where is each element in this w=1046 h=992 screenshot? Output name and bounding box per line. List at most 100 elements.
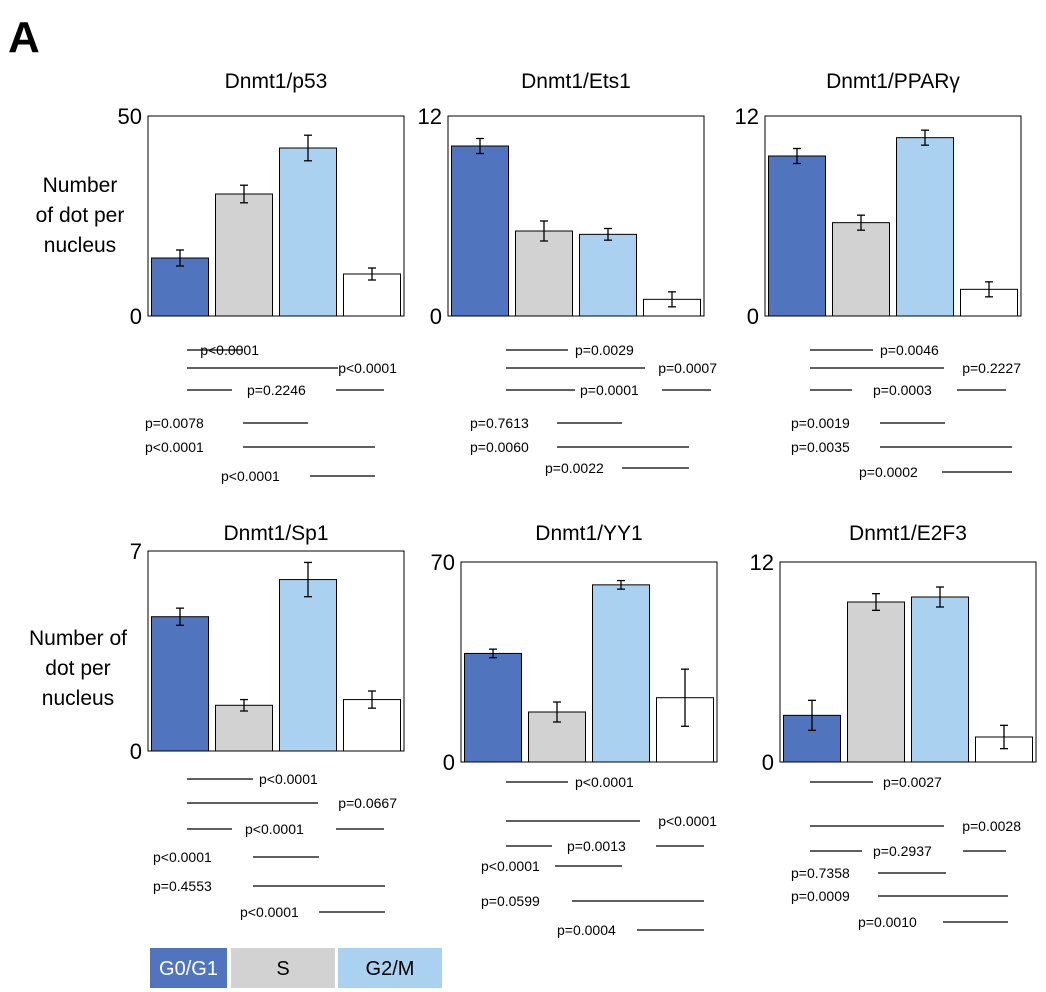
p-value-label: p=0.0035 <box>791 439 850 455</box>
bar-g2m <box>279 147 337 317</box>
y-axis-label-top-line1: Number <box>43 174 118 197</box>
y-tick-label: 7 <box>130 539 142 564</box>
legend-swatch-s <box>231 948 335 988</box>
p-value-label: p=0.7613 <box>470 415 529 431</box>
charts: Dnmt1/p53 0 50 p<0.0001 p<0.0001 p=0.2246 p=0.… <box>118 70 1037 938</box>
bar-s <box>215 193 273 317</box>
y-tick-label: 12 <box>750 550 774 575</box>
y-tick-label: 50 <box>118 104 142 129</box>
y-axis-label-bottom-line1: Number of <box>29 627 127 650</box>
plot-frame <box>147 115 405 317</box>
p-value-label: p=0.0078 <box>145 415 204 431</box>
p-value-label: p<0.0001 <box>245 821 304 837</box>
chart-title: Dnmt1/Sp1 <box>223 522 328 545</box>
bar-s <box>832 222 890 317</box>
plot-frame <box>779 561 1037 763</box>
p-value-label: p=0.0022 <box>545 460 604 476</box>
y-axis-label-top: Number of dot per nucleus <box>36 174 125 257</box>
p-value-label: p=0.0009 <box>791 888 850 904</box>
bar-g0g1 <box>464 652 522 763</box>
p-value-label: p<0.0001 <box>575 774 634 790</box>
bar-g0g1 <box>768 155 826 317</box>
bar-g2m <box>579 233 637 317</box>
p-value-label: p<0.0001 <box>259 771 318 787</box>
p-value-label: p=0.0010 <box>858 914 917 930</box>
p-value-label: p=0.0667 <box>338 795 397 811</box>
chart-panel-6: Dnmt1/E2F3 0 12 p=0.0027 p=0.0028 p=0.2937 p=0… <box>750 522 1037 930</box>
bar-s <box>847 601 905 763</box>
chart-title: Dnmt1/YY1 <box>535 522 642 545</box>
p-value-label: p=0.0046 <box>880 342 939 358</box>
y-tick-label: 12 <box>735 104 759 129</box>
p-value-label: p=0.0013 <box>567 838 626 854</box>
p-value-label: p=0.0029 <box>575 342 634 358</box>
y-axis-label-bottom-line3: nucleus <box>42 687 114 710</box>
plot-frame <box>447 115 705 317</box>
p-value-label: p=0.0027 <box>883 774 942 790</box>
bar-g2m <box>896 137 954 317</box>
p-value-label: p<0.0001 <box>153 849 212 865</box>
p-value-label: p<0.0001 <box>338 360 397 376</box>
plot-frame <box>460 561 718 763</box>
bar-g2m <box>911 596 969 763</box>
y-tick-label: 0 <box>443 750 455 775</box>
p-value-label: p<0.0001 <box>658 813 717 829</box>
y-axis-label-top-line3: nucleus <box>44 234 116 257</box>
y-axis-label-bottom: Number of dot per nucleus <box>29 627 127 710</box>
plot-frame <box>764 115 1022 317</box>
p-value-label: p=0.0004 <box>557 922 616 938</box>
bar-g0g1 <box>151 257 209 317</box>
p-value-label: p<0.0001 <box>481 858 540 874</box>
p-value-label: p=0.4553 <box>153 878 212 894</box>
chart-title: Dnmt1/Ets1 <box>521 70 631 93</box>
p-value-label: p=0.0019 <box>791 415 850 431</box>
chart-title: Dnmt1/E2F3 <box>849 522 967 545</box>
p-value-label: p=0.0599 <box>481 893 540 909</box>
p-value-label: p=0.2937 <box>873 843 932 859</box>
chart-panel-5: Dnmt1/YY1 0 70 p<0.0001 p<0.0001 p=0.0013 p<0.… <box>431 522 718 938</box>
legend-label-g0g1: G0/G1 <box>159 958 218 980</box>
p-value-label: p=0.0007 <box>658 360 717 376</box>
panel-label: A <box>8 13 40 62</box>
bar-g2m <box>592 584 650 763</box>
legend-swatch-g0g1 <box>150 948 227 988</box>
y-axis-label-top-line2: of dot per <box>36 204 125 227</box>
y-axis-label-bottom-line2: dot per <box>45 657 110 680</box>
chart-panel-1: Dnmt1/p53 0 50 p<0.0001 p<0.0001 p=0.2246 p=0.… <box>118 70 405 484</box>
p-value-label: p=0.0001 <box>580 382 639 398</box>
bar-s <box>515 230 573 317</box>
p-value-label: p=0.7358 <box>791 865 850 881</box>
bar-other <box>343 273 401 317</box>
bar-g2m <box>279 579 337 752</box>
p-value-label: p=0.2246 <box>247 382 306 398</box>
bar-g0g1 <box>151 616 209 752</box>
p-value-label: p=0.0028 <box>962 818 1021 834</box>
y-tick-label: 0 <box>130 739 142 764</box>
y-tick-label: 70 <box>431 550 455 575</box>
chart-title: Dnmt1/PPARγ <box>826 70 960 93</box>
chart-panel-4: Dnmt1/Sp1 0 7 p<0.0001 p=0.0667 p<0.0001 p<0.0… <box>130 522 405 920</box>
legend: G0/G1 S G2/M <box>150 948 442 988</box>
p-value-label: p<0.0001 <box>221 468 280 484</box>
p-value-label: p=0.2227 <box>962 360 1021 376</box>
plot-frame <box>147 550 405 752</box>
legend-label-g2m: G2/M <box>366 958 415 980</box>
y-tick-label: 12 <box>418 104 442 129</box>
y-tick-label: 0 <box>747 304 759 329</box>
p-value-label: p=0.0060 <box>470 439 529 455</box>
chart-panel-2: Dnmt1/Ets1 0 12 p=0.0029 p=0.0007 p=0.0001 p=0… <box>418 70 718 476</box>
y-tick-label: 0 <box>430 304 442 329</box>
y-tick-label: 0 <box>762 750 774 775</box>
p-value-label: p<0.0001 <box>240 904 299 920</box>
chart-panel-3: Dnmt1/PPARγ 0 12 p=0.0046 p=0.2227 p=0.0003 p=… <box>735 70 1022 480</box>
legend-swatch-g2m <box>338 948 442 988</box>
chart-title: Dnmt1/p53 <box>225 70 328 93</box>
p-value-label: p<0.0001 <box>145 439 204 455</box>
y-tick-label: 0 <box>130 304 142 329</box>
bar-g0g1 <box>451 145 509 317</box>
p-value-label: p=0.0003 <box>873 382 932 398</box>
legend-label-s: S <box>276 958 289 980</box>
bar-s <box>215 704 273 752</box>
p-value-label: p=0.0002 <box>859 464 918 480</box>
